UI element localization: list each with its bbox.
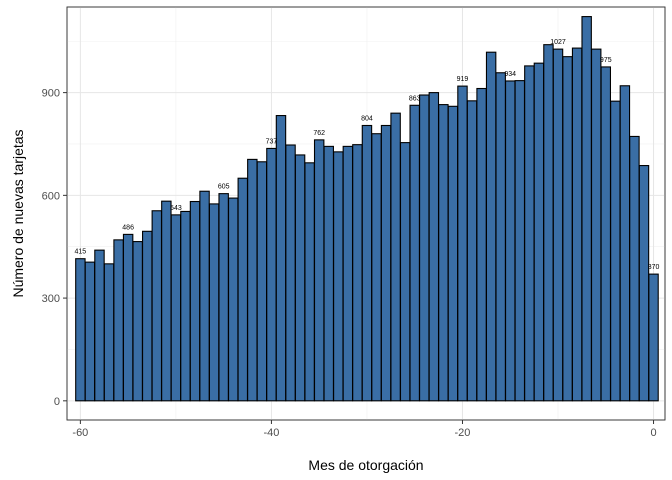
bar bbox=[218, 193, 229, 402]
data-labels: 415 486 543 605 737 762 804 863 919 934 1027 975 370 bbox=[75, 39, 660, 271]
data-label: 486 bbox=[122, 224, 134, 231]
bar bbox=[294, 154, 306, 402]
y-tick-label: 900 bbox=[42, 88, 60, 100]
bar bbox=[170, 214, 182, 402]
bar bbox=[371, 133, 382, 402]
bar bbox=[476, 87, 487, 402]
bar bbox=[227, 197, 239, 402]
y-axis-ticks: 0 300 600 900 bbox=[42, 88, 67, 408]
bar bbox=[361, 124, 373, 402]
bar bbox=[132, 241, 143, 402]
bar bbox=[629, 135, 640, 402]
bar bbox=[189, 200, 201, 402]
bar bbox=[543, 44, 554, 402]
x-axis-ticks: -60 -40 -20 0 bbox=[72, 420, 657, 439]
bar bbox=[524, 65, 535, 402]
bar bbox=[571, 47, 583, 402]
x-tick-label: 0 bbox=[650, 427, 656, 439]
bar bbox=[323, 145, 334, 402]
bar bbox=[208, 203, 220, 402]
bar bbox=[304, 162, 315, 402]
bar bbox=[409, 104, 420, 402]
data-label: 804 bbox=[361, 115, 373, 122]
bar bbox=[84, 261, 96, 402]
bar bbox=[352, 144, 363, 402]
bar bbox=[533, 62, 545, 402]
bar bbox=[161, 200, 172, 402]
y-tick-label: 0 bbox=[54, 396, 60, 408]
bar bbox=[619, 85, 631, 402]
data-label: 919 bbox=[457, 76, 469, 83]
data-label: 370 bbox=[648, 264, 660, 271]
bar bbox=[142, 230, 153, 402]
bar bbox=[380, 124, 392, 402]
bar bbox=[122, 233, 134, 402]
bar bbox=[247, 158, 258, 402]
bar bbox=[390, 112, 401, 402]
data-label: 415 bbox=[75, 249, 87, 256]
bar bbox=[103, 263, 115, 402]
bar bbox=[590, 48, 602, 402]
bar bbox=[256, 161, 268, 402]
bar bbox=[600, 66, 612, 402]
bar bbox=[581, 16, 592, 402]
bar bbox=[275, 115, 287, 402]
data-label: 762 bbox=[313, 130, 325, 137]
bar bbox=[180, 210, 191, 402]
bar bbox=[199, 190, 210, 402]
bar bbox=[266, 147, 277, 402]
bars bbox=[75, 16, 659, 402]
bar bbox=[428, 92, 440, 402]
data-label: 934 bbox=[504, 71, 516, 78]
data-label: 975 bbox=[600, 57, 612, 64]
plot-panel-border bbox=[66, 6, 666, 421]
bar bbox=[113, 239, 124, 402]
bar bbox=[419, 94, 430, 402]
bar bbox=[552, 48, 564, 402]
y-axis-title: Número de nuevas tarjetas bbox=[10, 129, 26, 297]
bar bbox=[648, 273, 659, 402]
data-label: 605 bbox=[218, 184, 230, 191]
bar bbox=[333, 151, 344, 402]
bar bbox=[610, 100, 621, 402]
bar bbox=[466, 100, 478, 402]
data-label: 737 bbox=[266, 138, 278, 145]
bar bbox=[514, 80, 526, 402]
x-tick-label: -60 bbox=[72, 427, 88, 439]
x-axis-title: Mes de otorgación bbox=[308, 457, 423, 473]
data-label: 543 bbox=[170, 205, 182, 212]
y-tick-label: 600 bbox=[42, 190, 60, 202]
bar bbox=[313, 139, 325, 402]
bar bbox=[237, 177, 249, 402]
bar bbox=[285, 144, 296, 402]
bar bbox=[638, 165, 650, 402]
bar bbox=[399, 142, 411, 402]
bar bbox=[342, 145, 354, 402]
bar bbox=[151, 210, 163, 402]
y-tick-label: 300 bbox=[42, 293, 60, 305]
x-tick-label: -40 bbox=[263, 427, 279, 439]
bar bbox=[562, 56, 573, 402]
bar bbox=[485, 51, 497, 402]
bar bbox=[447, 105, 459, 402]
bar bbox=[94, 249, 105, 402]
bar bbox=[75, 258, 86, 402]
data-label: 863 bbox=[409, 95, 421, 102]
data-label: 1027 bbox=[550, 39, 566, 46]
bar bbox=[438, 104, 449, 402]
bar bbox=[495, 72, 506, 402]
x-tick-label: -20 bbox=[455, 427, 471, 439]
bar bbox=[505, 80, 516, 402]
bar bbox=[457, 85, 468, 402]
